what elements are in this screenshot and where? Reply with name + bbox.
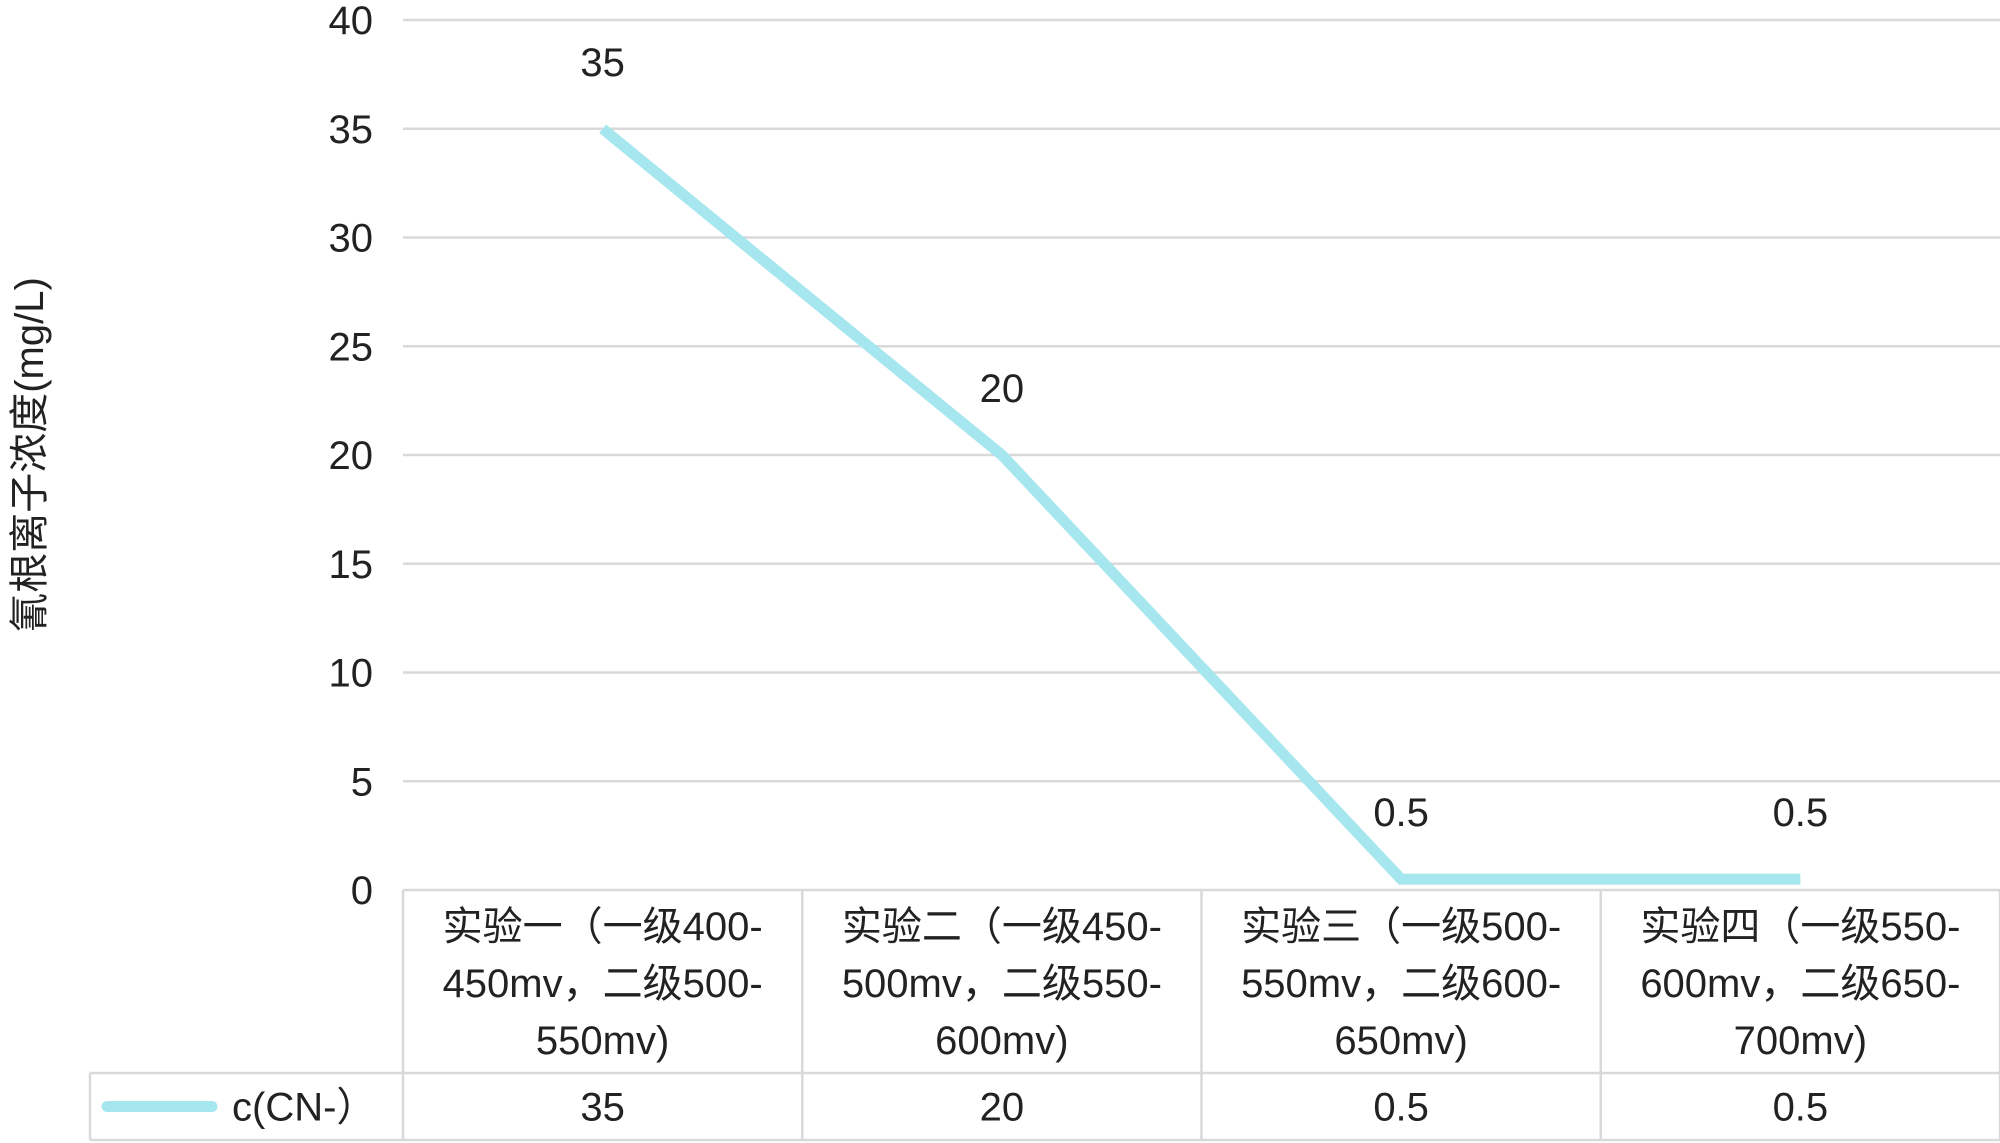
data-table: 35 20 0.5 0.5 <box>88 890 2000 1142</box>
table-value-cell: 35 <box>580 1086 625 1130</box>
y-tick-label: 0 <box>351 869 373 913</box>
y-tick-label: 30 <box>329 217 374 261</box>
y-tick-label: 10 <box>329 652 374 696</box>
x-category-label: 450mv，二级500- <box>443 962 763 1006</box>
data-label: 0.5 <box>1773 791 1829 835</box>
x-category-label: 550mv，二级600- <box>1241 962 1561 1006</box>
y-tick-label: 35 <box>329 108 374 152</box>
x-category-label: 500mv，二级550- <box>842 962 1162 1006</box>
data-label: 0.5 <box>1373 791 1429 835</box>
x-category-label: 700mv) <box>1734 1019 1867 1063</box>
series-lines <box>599 124 1801 885</box>
x-category-label: 实验三（一级500- <box>1241 905 1561 949</box>
y-axis-title: 氰根离子浓度(mg/L) <box>8 277 52 633</box>
table-value-cell: 0.5 <box>1773 1086 1829 1130</box>
y-tick-label: 15 <box>329 543 374 587</box>
data-label: 20 <box>980 367 1025 411</box>
x-category-label: 实验一（一级400- <box>443 905 763 949</box>
y-tick-label: 40 <box>329 0 374 43</box>
data-labels: 35 20 0.5 0.5 <box>580 41 1828 835</box>
y-axis-tick-labels: 0 5 10 15 20 25 30 35 40 <box>329 0 374 913</box>
table-value-cell: 20 <box>980 1086 1025 1130</box>
gridlines <box>403 18 2000 892</box>
legend-label: c(CN-） <box>232 1086 376 1130</box>
data-label: 35 <box>580 41 625 85</box>
series-line <box>599 124 1801 885</box>
x-category-label: 600mv，二级650- <box>1640 962 1960 1006</box>
x-category-label: 550mv) <box>536 1019 669 1063</box>
y-tick-label: 5 <box>351 760 373 804</box>
x-category-label: 实验二（一级450- <box>842 905 1162 949</box>
x-category-label: 650mv) <box>1334 1019 1467 1063</box>
table-value-cell: 0.5 <box>1373 1086 1429 1130</box>
category-labels: 实验一（一级400- 450mv，二级500- 550mv) 实验二（一级450- 50… <box>443 905 1961 1063</box>
x-category-label: 实验四（一级550- <box>1640 905 1960 949</box>
y-tick-label: 25 <box>329 325 374 369</box>
y-tick-label: 20 <box>329 434 374 478</box>
x-category-label: 600mv) <box>935 1019 1068 1063</box>
legend: c(CN-） <box>101 1086 376 1130</box>
